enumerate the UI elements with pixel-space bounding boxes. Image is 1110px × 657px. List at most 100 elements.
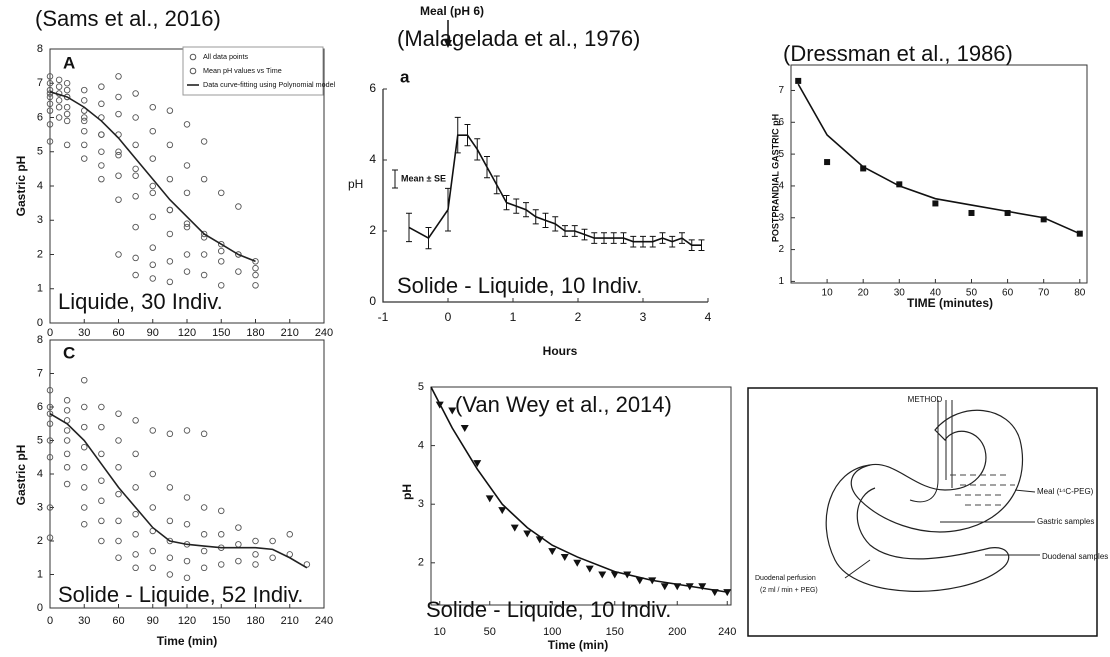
legend-swatch — [189, 67, 197, 75]
point — [98, 83, 105, 90]
point — [149, 564, 156, 572]
panel-label: A — [63, 53, 75, 72]
point — [510, 524, 519, 532]
point — [968, 209, 975, 216]
point — [166, 517, 174, 525]
x-tick-label: 50 — [966, 288, 978, 299]
point — [80, 504, 88, 511]
point — [132, 551, 139, 558]
diagram-label: Duodenal samples — [1042, 552, 1108, 561]
point — [132, 531, 139, 538]
point — [200, 531, 208, 538]
point — [235, 268, 242, 275]
diagram-label: (2 ml / min + PEG) — [760, 587, 818, 594]
point — [115, 110, 122, 118]
point — [98, 477, 105, 484]
point — [269, 537, 276, 545]
point — [80, 484, 88, 491]
x-tick-label: 0 — [445, 310, 452, 324]
point — [200, 175, 208, 183]
error-bar — [503, 195, 510, 211]
point — [46, 534, 54, 541]
point — [132, 90, 139, 97]
stomach — [850, 409, 1024, 533]
panel-label: C — [63, 343, 75, 362]
point — [660, 583, 669, 591]
y-axis-label: Gastric pH — [14, 156, 28, 217]
point — [286, 531, 294, 538]
point — [115, 537, 122, 545]
chart-title: (Van Wey et al., 2014) — [455, 392, 672, 417]
y-tick-label: 4 — [778, 181, 784, 192]
point — [55, 97, 63, 104]
point — [200, 547, 208, 555]
y-tick-label: 4 — [418, 440, 424, 452]
point — [1040, 216, 1047, 223]
point — [200, 430, 208, 438]
x-tick-label: 240 — [315, 327, 333, 339]
point — [63, 407, 71, 414]
x-tick-label: 2 — [575, 310, 582, 324]
legend-label: All data points — [203, 52, 249, 61]
point — [573, 559, 582, 567]
point — [217, 258, 225, 265]
y-tick-label: 1 — [37, 283, 43, 295]
x-tick-label: 60 — [112, 615, 124, 627]
tubes — [909, 400, 953, 503]
x-tick-label: 80 — [1074, 288, 1086, 299]
point — [548, 548, 557, 556]
x-tick-label: 210 — [281, 615, 299, 627]
x-tick-label: 20 — [858, 288, 870, 299]
point — [115, 196, 122, 203]
error-bar — [484, 155, 490, 179]
point — [80, 155, 88, 162]
point — [80, 443, 88, 451]
point — [55, 76, 63, 84]
error-bar — [445, 187, 451, 232]
point — [183, 557, 191, 565]
point — [183, 574, 191, 582]
point — [252, 282, 259, 289]
y-tick-label: 1 — [778, 276, 784, 287]
point — [63, 117, 71, 125]
point — [63, 103, 71, 111]
x-tick-label: 100 — [543, 626, 561, 638]
point — [183, 189, 191, 197]
point — [63, 464, 71, 471]
point — [448, 407, 457, 415]
point — [80, 117, 88, 125]
point — [824, 159, 831, 166]
point — [46, 437, 54, 444]
point — [149, 504, 156, 511]
point — [166, 484, 174, 491]
y-tick-label: 6 — [778, 117, 784, 128]
point — [46, 410, 54, 417]
diagram-label: Duodenal perfusion — [755, 575, 816, 582]
point — [217, 282, 225, 289]
plot-frame — [790, 64, 1088, 284]
point — [200, 138, 208, 145]
point — [115, 517, 122, 525]
point — [98, 497, 105, 505]
point — [149, 155, 156, 162]
point — [932, 200, 939, 207]
point — [63, 450, 71, 458]
x-tick-label: 200 — [668, 626, 686, 638]
point — [585, 565, 594, 573]
point — [200, 271, 208, 279]
point — [98, 450, 105, 458]
legend-label: Mean pH values vs Time — [203, 66, 282, 75]
x-tick-label: 50 — [484, 626, 496, 638]
point — [80, 403, 88, 411]
point — [80, 376, 88, 384]
point — [235, 203, 242, 210]
x-tick-label: 180 — [246, 615, 264, 627]
panel-label: a — [400, 67, 410, 86]
point — [98, 131, 105, 138]
x-tick-label: -1 — [378, 310, 389, 324]
point — [63, 397, 71, 404]
y-axis-label: pH — [400, 484, 414, 500]
point — [63, 141, 71, 149]
y-tick-label: 2 — [37, 535, 43, 547]
point — [46, 504, 54, 511]
